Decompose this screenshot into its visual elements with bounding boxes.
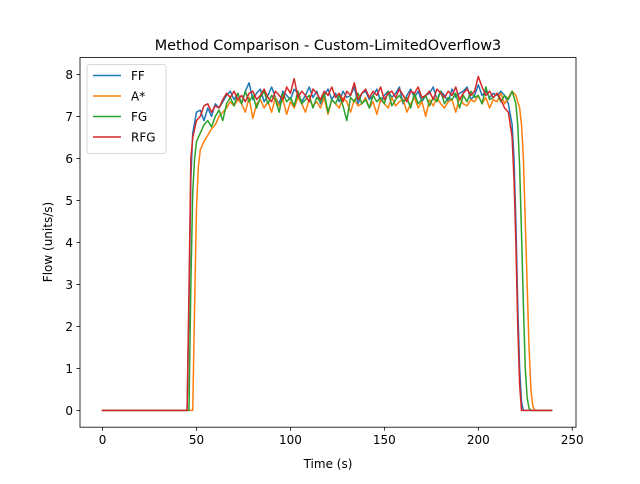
series-line-fg — [101, 86, 553, 412]
y-tick-label: 6 — [65, 152, 73, 166]
x-tick-label: 200 — [467, 433, 490, 447]
y-tick-label: 2 — [65, 320, 73, 334]
y-tick-label: 7 — [65, 110, 73, 124]
legend-label: A* — [131, 90, 145, 104]
y-tick-label: 5 — [65, 194, 73, 208]
legend-label: FF — [131, 69, 145, 83]
x-axis-label: Time (s) — [303, 457, 353, 471]
y-tick-label: 0 — [65, 404, 73, 418]
legend: FF A* FG RFG — [86, 64, 167, 154]
legend-label: RFG — [131, 131, 156, 145]
plot-area — [101, 75, 553, 412]
x-tick-label: 50 — [189, 433, 204, 447]
legend-box — [86, 64, 167, 154]
x-tick-label: 0 — [99, 433, 107, 447]
x-tick-label: 250 — [561, 433, 584, 447]
y-tick-label: 3 — [65, 278, 73, 292]
y-axis-label: Flow (units/s) — [41, 202, 55, 282]
x-tick-label: 150 — [373, 433, 396, 447]
series-line-rfg — [101, 75, 553, 412]
x-tick-label: 100 — [279, 433, 302, 447]
y-tick-label: 1 — [65, 362, 73, 376]
legend-label: FG — [131, 110, 147, 124]
chart-title: Method Comparison - Custom-LimitedOverfl… — [155, 38, 501, 54]
y-tick-label: 8 — [65, 68, 73, 82]
axes-ticks: 0 50 100 150 200 250 0 1 2 3 4 5 6 7 8 — [65, 68, 583, 447]
axes-frame — [79, 57, 577, 428]
y-tick-label: 4 — [65, 236, 73, 250]
